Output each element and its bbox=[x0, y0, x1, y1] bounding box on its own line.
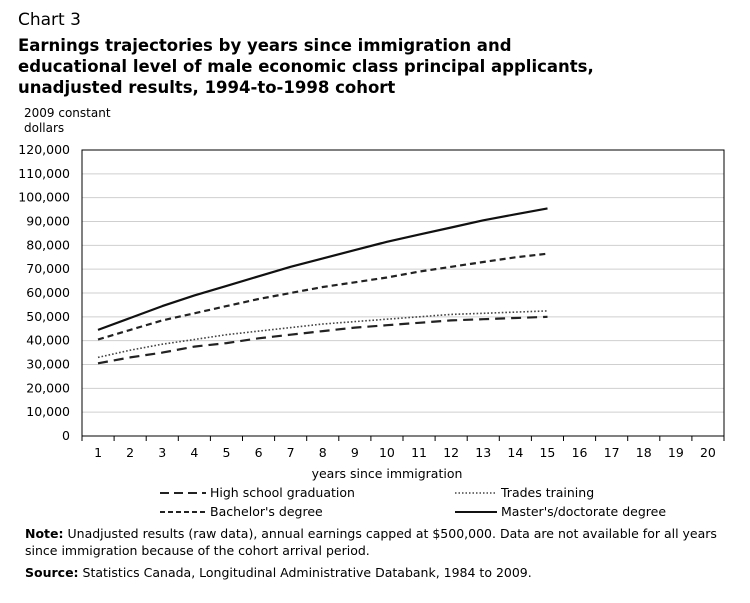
y-tick-label: 120,000 bbox=[18, 142, 70, 157]
x-tick-label: 14 bbox=[507, 445, 523, 460]
legend-swatch-short-dash bbox=[160, 510, 206, 513]
y-tick-label: 110,000 bbox=[18, 166, 70, 181]
note: Note: Unadjusted results (raw data), ann… bbox=[25, 525, 725, 559]
y-tick-label: 40,000 bbox=[26, 333, 70, 348]
y-tick-label: 100,000 bbox=[18, 190, 70, 205]
legend-item-bachelors: Bachelor's degree bbox=[160, 504, 323, 519]
x-tick-label: 20 bbox=[700, 445, 716, 460]
y-tick-label: 10,000 bbox=[26, 404, 70, 419]
source: Source: Statistics Canada, Longitudinal … bbox=[25, 564, 725, 581]
x-tick-label: 13 bbox=[475, 445, 491, 460]
x-tick-label: 2 bbox=[126, 445, 134, 460]
y-tick-label: 20,000 bbox=[26, 380, 70, 395]
x-axis-title: years since immigration bbox=[312, 466, 463, 481]
y-tick-label: 90,000 bbox=[26, 214, 70, 229]
x-tick-label: 12 bbox=[443, 445, 459, 460]
x-tick-label: 18 bbox=[636, 445, 652, 460]
source-text: Statistics Canada, Longitudinal Administ… bbox=[82, 565, 532, 580]
x-tick-label: 8 bbox=[319, 445, 327, 460]
legend-item-masters: Master's/doctorate degree bbox=[455, 504, 666, 519]
y-axis-unit-label: 2009 constant dollars bbox=[24, 106, 111, 135]
y-tick-label: 50,000 bbox=[26, 309, 70, 324]
chart-label: Chart 3 bbox=[18, 10, 81, 30]
y-tick-label: 80,000 bbox=[26, 237, 70, 252]
x-tick-label: 15 bbox=[539, 445, 555, 460]
series-line-trades-training bbox=[97, 310, 548, 359]
legend-item-high-school: High school graduation bbox=[160, 485, 355, 500]
x-tick-label: 6 bbox=[255, 445, 263, 460]
x-tick-label: 3 bbox=[158, 445, 166, 460]
legend-label: Master's/doctorate degree bbox=[501, 504, 667, 519]
series-line-high-school-graduation bbox=[97, 315, 548, 365]
legend-label: Trades training bbox=[501, 485, 595, 500]
series-line-bachelor-s-degree bbox=[97, 252, 548, 341]
legend-label: High school graduation bbox=[210, 485, 355, 500]
x-tick-label: 9 bbox=[351, 445, 359, 460]
x-tick-label: 10 bbox=[379, 445, 395, 460]
x-tick-label: 17 bbox=[604, 445, 620, 460]
x-tick-label: 7 bbox=[287, 445, 295, 460]
legend-swatch-solid bbox=[455, 510, 497, 513]
source-label: Source: bbox=[25, 565, 79, 580]
x-tick-label: 1 bbox=[94, 445, 102, 460]
y-tick-label: 0 bbox=[62, 428, 70, 443]
x-tick-label: 4 bbox=[190, 445, 198, 460]
legend-item-trades: Trades training bbox=[455, 485, 594, 500]
legend-swatch-dotted bbox=[455, 491, 497, 494]
legend-label: Bachelor's degree bbox=[210, 504, 323, 519]
y-tick-label: 60,000 bbox=[26, 285, 70, 300]
x-tick-label: 5 bbox=[222, 445, 230, 460]
x-tick-label: 16 bbox=[572, 445, 588, 460]
x-tick-label: 11 bbox=[411, 445, 427, 460]
note-text: Unadjusted results (raw data), annual ea… bbox=[25, 526, 717, 558]
chart-title: Earnings trajectories by years since imm… bbox=[18, 36, 594, 97]
note-label: Note: bbox=[25, 526, 64, 541]
y-tick-label: 70,000 bbox=[26, 261, 70, 276]
line-chart: 0 10,000 20,000 30,000 40,000 50,000 60,000 70,… bbox=[18, 142, 725, 481]
x-tick-label: 19 bbox=[668, 445, 684, 460]
series-line-master-s-doctorate-degree bbox=[97, 207, 548, 331]
legend-swatch-long-dash bbox=[160, 491, 206, 494]
y-tick-label: 30,000 bbox=[26, 357, 70, 372]
